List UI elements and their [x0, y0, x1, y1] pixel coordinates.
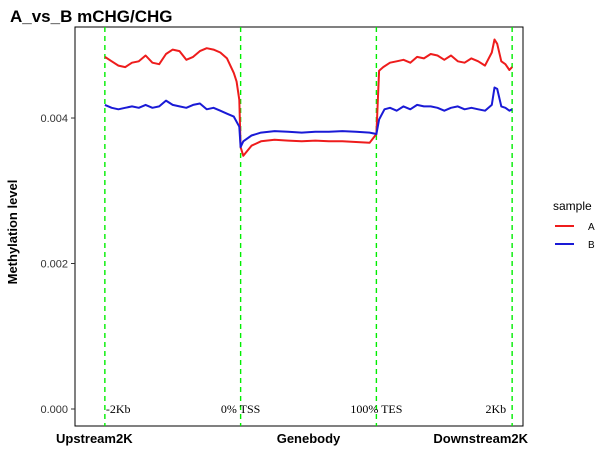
y-tick-label-2: 0.004 [40, 113, 68, 125]
boundary-labels: -2Kb 0% TSS 100% TES 2Kb [106, 402, 506, 416]
y-axis-title: Methylation level [5, 180, 20, 285]
series-line-A [104, 38, 513, 157]
series-lines [104, 38, 513, 157]
boundary-label-1: 0% TSS [221, 402, 260, 416]
y-tick-label-0: 0.000 [40, 404, 68, 416]
x-axis: Upstream2K Genebody Downstream2K [56, 431, 529, 446]
x-region-label-1: Genebody [277, 431, 341, 446]
boundary-lines [104, 27, 513, 426]
series-line-B [104, 86, 513, 149]
boundary-label-2: 100% TES [350, 402, 402, 416]
boundary-label-3: 2Kb [485, 402, 506, 416]
plot-panel [74, 26, 524, 427]
y-tick-label-1: 0.002 [40, 259, 68, 271]
chart-title: A_vs_B mCHG/CHG [10, 7, 173, 26]
y-axis: 0.000 0.002 0.004 [40, 113, 75, 416]
legend: sample AB [553, 199, 595, 251]
legend-title: sample [553, 199, 592, 213]
legend-label-B: B [588, 240, 595, 251]
boundary-label-0: -2Kb [106, 402, 131, 416]
x-region-label-2: Downstream2K [433, 431, 528, 446]
plot-area: -2Kb 0% TSS 100% TES 2Kb [74, 26, 524, 427]
legend-items: AB [555, 222, 595, 251]
x-region-label-0: Upstream2K [56, 431, 133, 446]
legend-label-A: A [588, 222, 595, 233]
